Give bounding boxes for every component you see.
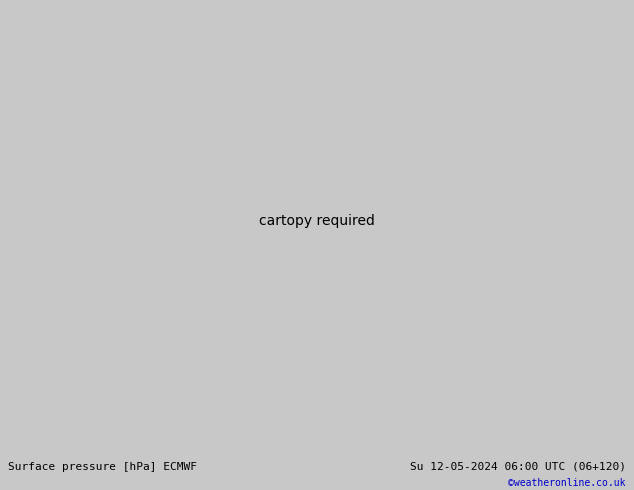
Text: Surface pressure [hPa] ECMWF: Surface pressure [hPa] ECMWF xyxy=(8,462,197,472)
Text: Su 12-05-2024 06:00 UTC (06+120): Su 12-05-2024 06:00 UTC (06+120) xyxy=(410,462,626,472)
Text: ©weatheronline.co.uk: ©weatheronline.co.uk xyxy=(508,478,626,488)
Text: cartopy required: cartopy required xyxy=(259,215,375,228)
